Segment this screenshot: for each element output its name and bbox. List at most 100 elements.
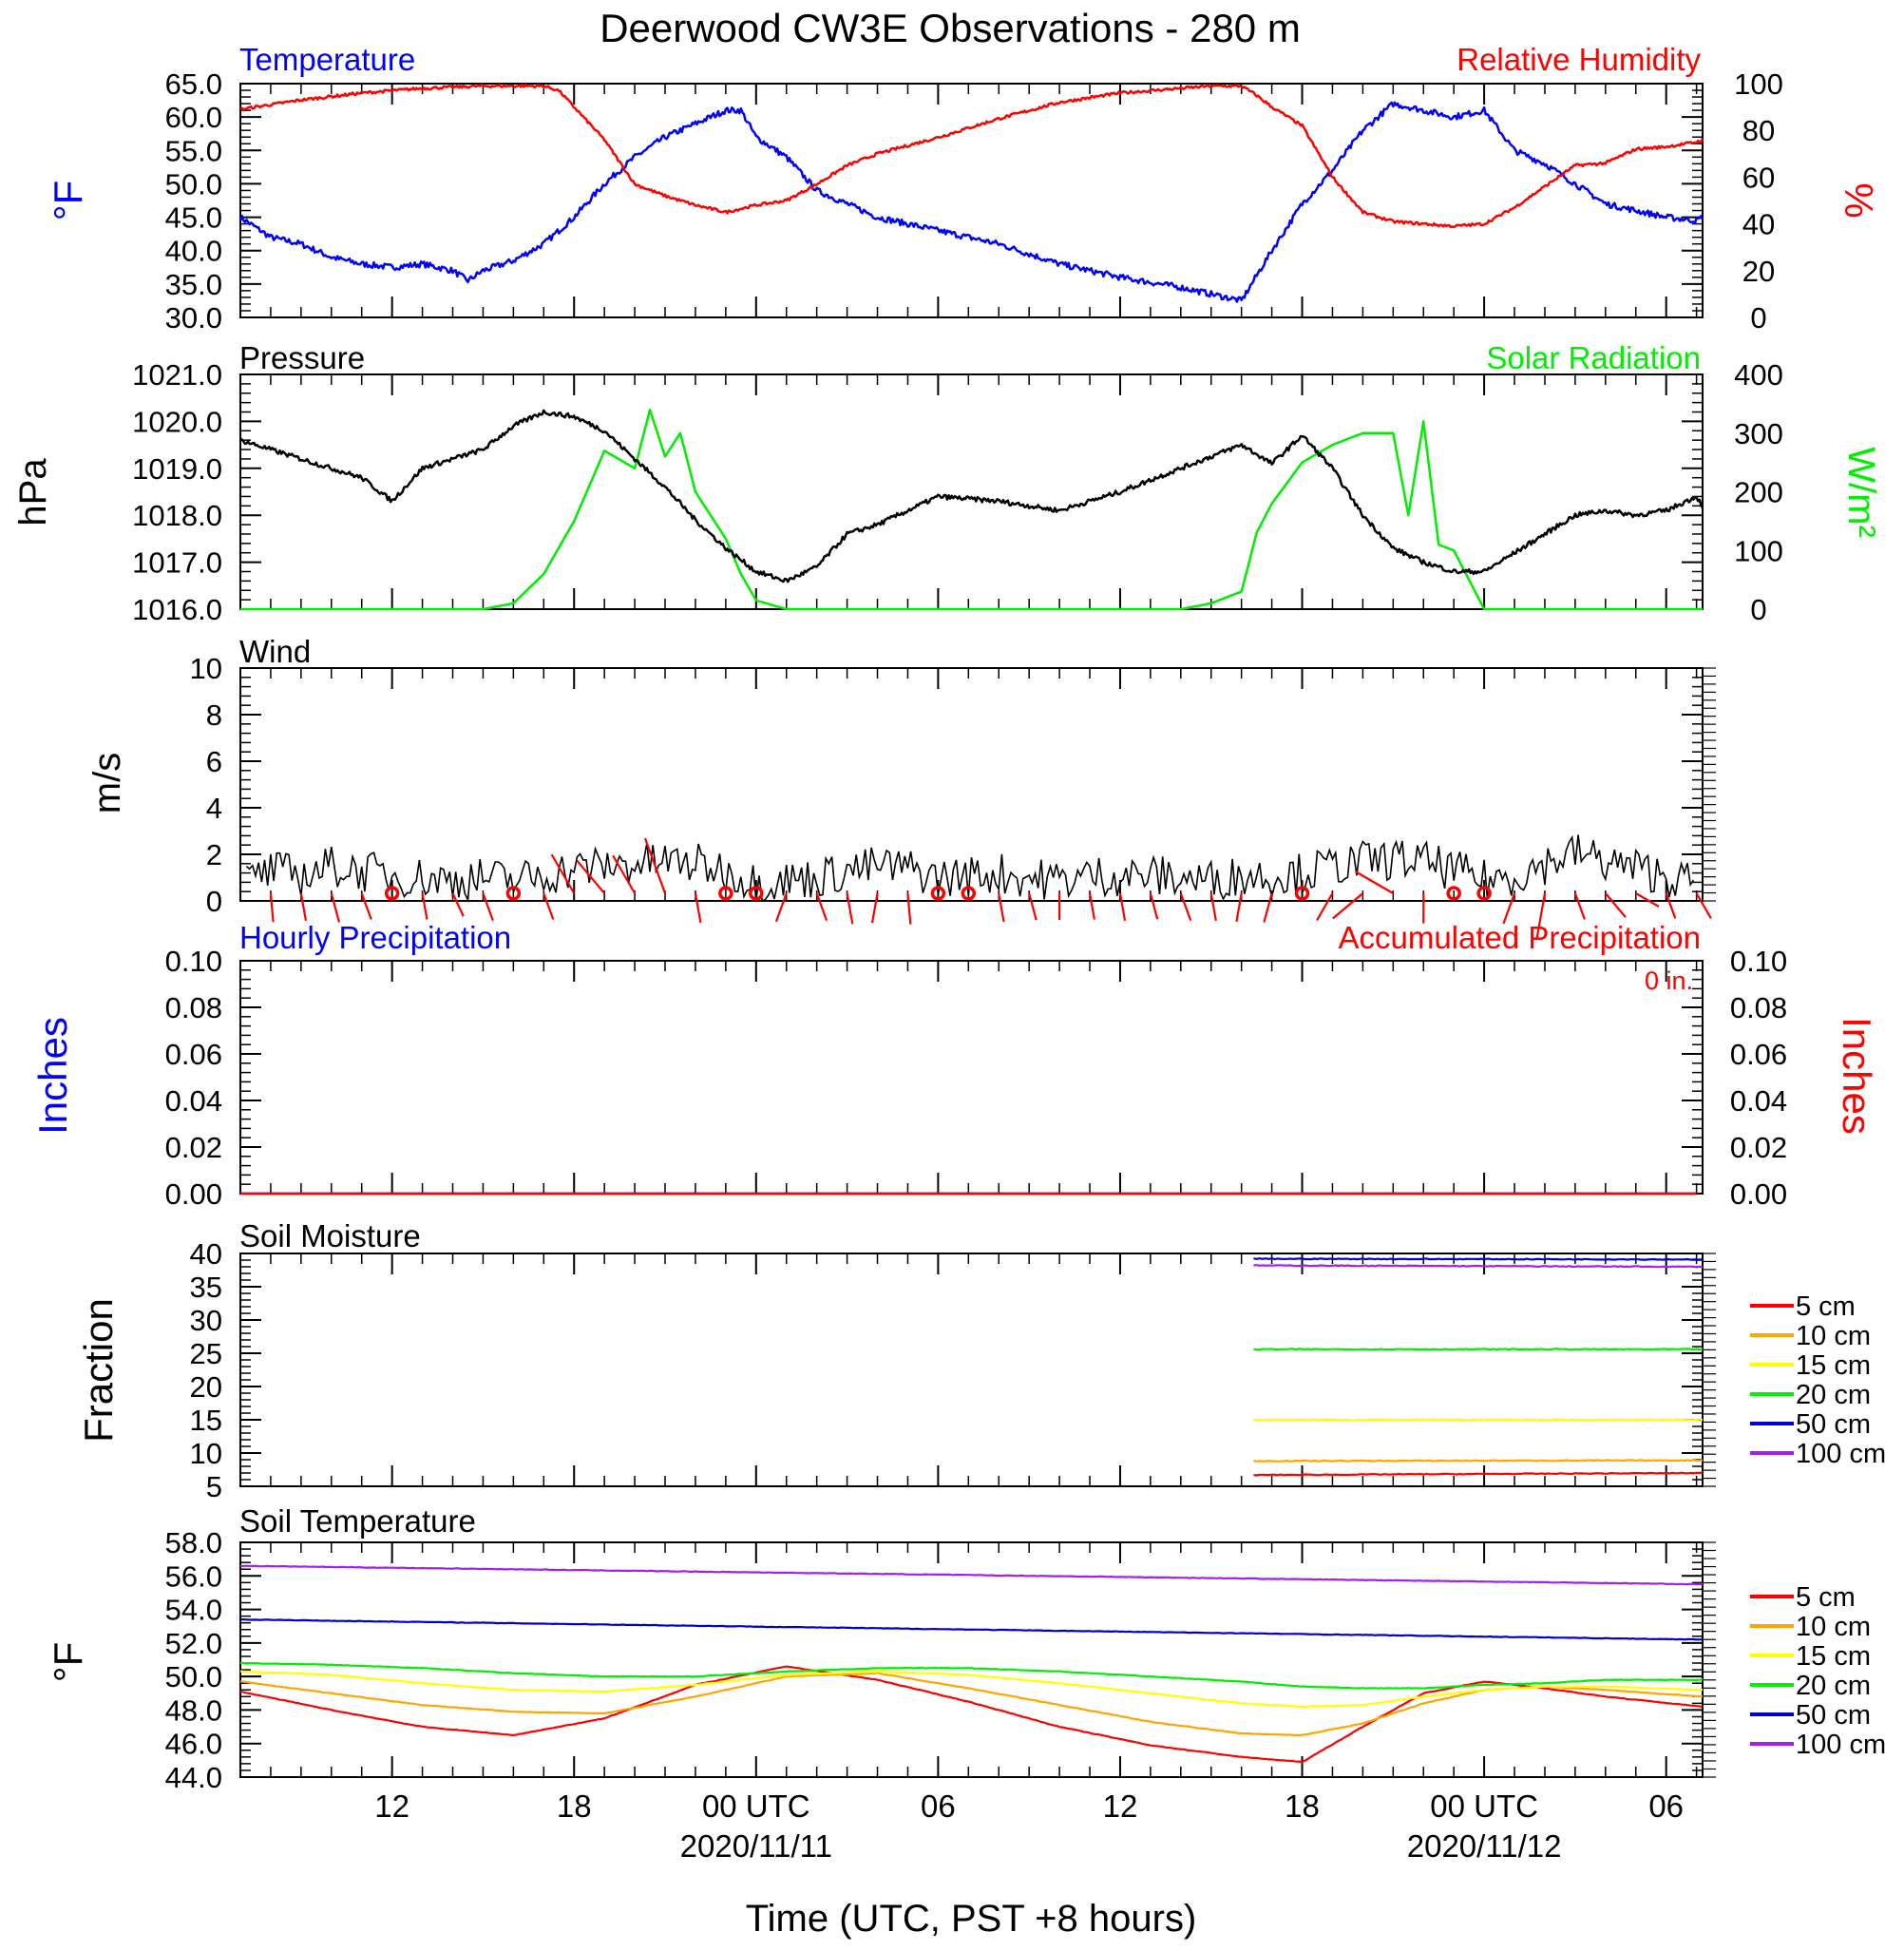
wind-barb <box>1535 892 1547 941</box>
soil_moisture-frame <box>239 1253 1704 1487</box>
soil_temp-line-4 <box>239 1617 1704 1641</box>
pressure-panel: Pressure Solar Radiation hPa W/m² 1021.0… <box>12 340 1882 626</box>
pressure-right-tick-label: 200 <box>1734 476 1783 509</box>
wind-barb <box>870 892 879 924</box>
solar-title: Solar Radiation <box>1486 340 1701 375</box>
wind-left-tick-label: 4 <box>206 792 222 825</box>
soil_moisture-legend-label: 100 cm <box>1796 1439 1886 1469</box>
wind-barb <box>1263 892 1273 923</box>
temp_rh-right-tick-label: 20 <box>1742 255 1775 288</box>
wind-barb <box>643 837 667 894</box>
soil-temp-panel: Soil Temperature °F 58.056.054.052.050.0… <box>46 1503 1886 1794</box>
precip-right-unit: Inches <box>1835 1017 1879 1135</box>
wind-barb <box>1332 892 1364 920</box>
precip-right-tick-label: 0.02 <box>1730 1131 1787 1164</box>
soil-temp-title: Soil Temperature <box>239 1503 476 1539</box>
temp_rh-right-tick-label: 0 <box>1750 301 1766 335</box>
precip-right-tick-label: 0.10 <box>1730 945 1787 978</box>
x-tick-label: 06 <box>1648 1788 1684 1824</box>
wind-calm-marker <box>1446 886 1461 901</box>
humidity-unit: % <box>1837 182 1881 218</box>
wind-barb <box>906 892 912 925</box>
soil-moisture-unit: Fraction <box>76 1298 121 1443</box>
soil_temp-left-tick-label: 48.0 <box>165 1693 222 1727</box>
temperature-line <box>238 101 1704 303</box>
wind-left-tick-label: 0 <box>206 885 222 918</box>
pressure-frame <box>239 373 1704 610</box>
wind-barb <box>1604 892 1627 918</box>
precip-right-tick-label: 0.00 <box>1730 1177 1787 1211</box>
temperature-unit: °F <box>46 181 90 220</box>
soil_moisture-left-tick-label: 10 <box>190 1437 222 1470</box>
temp_rh-right-tick-label: 60 <box>1742 161 1775 194</box>
temp_rh-left-tick-label: 60.0 <box>165 101 222 134</box>
wind-barb <box>612 854 637 894</box>
soil_temp-legend-label: 20 cm <box>1796 1671 1871 1701</box>
precip-left-tick-label: 0.08 <box>165 991 222 1024</box>
precip-panel: Hourly Precipitation Accumulated Precipi… <box>30 920 1879 1211</box>
soil_temp-left-tick-label: 44.0 <box>165 1761 222 1794</box>
soil_moisture-left-tick-label: 15 <box>190 1404 222 1437</box>
soil_moisture-line-2 <box>1253 1418 1704 1422</box>
pressure-left-tick-label: 1018.0 <box>132 499 222 532</box>
precip-left-unit: Inches <box>30 1017 75 1135</box>
wind-barb <box>1028 892 1038 921</box>
soil_temp-legend-label: 50 cm <box>1796 1700 1871 1731</box>
soil_temp-left-tick-label: 58.0 <box>165 1526 222 1559</box>
soil_temp-legend-label: 15 cm <box>1796 1641 1871 1672</box>
temperature-title: Temperature <box>239 42 415 77</box>
x-tick-label: 00 UTC <box>1430 1788 1538 1824</box>
wind-barb <box>1209 892 1217 921</box>
soil_temp-line-1 <box>239 1672 1704 1737</box>
soil_temp-legend-label: 10 cm <box>1796 1612 1871 1642</box>
wind-barb <box>1235 892 1243 923</box>
wind-barb <box>360 892 372 920</box>
precip-left-tick-label: 0.10 <box>165 945 222 978</box>
soil_temp-line-5 <box>240 1564 1704 1586</box>
soil_moisture-legend-label: 5 cm <box>1796 1291 1856 1322</box>
soil_temp-frame <box>239 1541 1704 1778</box>
soil_moisture-legend-label: 20 cm <box>1796 1380 1871 1410</box>
wind-barb <box>299 892 308 921</box>
wind-barb <box>1502 892 1516 925</box>
x-date-label: 2020/11/12 <box>1407 1828 1562 1864</box>
wind-panel: Wind m/s 10 8 6 4 2 0 <box>86 634 1716 941</box>
soil_temp-left-tick-label: 54.0 <box>165 1594 222 1627</box>
x-tick-label: 18 <box>1285 1788 1320 1824</box>
soil_moisture-legend-label: 15 cm <box>1796 1350 1871 1381</box>
pressure-right-tick-label: 400 <box>1734 358 1783 392</box>
solar-line <box>240 408 1703 611</box>
wind-calm-marker <box>1476 886 1492 901</box>
wind-barb <box>694 892 702 924</box>
pressure-title: Pressure <box>239 340 365 375</box>
wind-calm-marker <box>718 886 733 901</box>
soil_temp-line-2 <box>239 1670 1704 1709</box>
wind-title: Wind <box>239 634 311 669</box>
soil_temp-left-tick-label: 56.0 <box>165 1559 222 1593</box>
x-tick-label: 18 <box>557 1788 592 1824</box>
pressure-left-tick-label: 1021.0 <box>132 358 222 392</box>
soil_temp-line-3 <box>240 1661 1704 1690</box>
soil_moisture-left-tick-label: 35 <box>190 1271 222 1304</box>
precip-left-tick-label: 0.04 <box>165 1084 222 1118</box>
soil_temp-line-0 <box>239 1665 1704 1764</box>
wind-barb <box>1118 892 1127 921</box>
wind-barb <box>1573 892 1586 920</box>
soil_moisture-line-4 <box>1253 1257 1704 1261</box>
pressure-left-tick-label: 1020.0 <box>132 405 222 438</box>
pressure-unit: hPa <box>12 458 54 526</box>
wind-barb <box>421 892 428 920</box>
temp_rh-left-tick-label: 35.0 <box>165 268 222 301</box>
accum-precip-title: Accumulated Precipitation <box>1338 920 1701 955</box>
wind-barb <box>1635 892 1660 908</box>
soil_moisture-left-tick-label: 30 <box>190 1304 222 1337</box>
precip-frame <box>239 960 1704 1195</box>
wind-calm-marker <box>384 886 400 901</box>
wind-speed-line <box>245 834 1695 903</box>
wind-barb <box>482 892 494 921</box>
wind-calm-marker <box>1294 886 1310 901</box>
temp_rh-left-tick-label: 30.0 <box>165 301 222 335</box>
pressure-left-tick-label: 1019.0 <box>132 452 222 486</box>
wind-barb <box>543 892 555 920</box>
precip-right-tick-label: 0.08 <box>1730 991 1787 1024</box>
